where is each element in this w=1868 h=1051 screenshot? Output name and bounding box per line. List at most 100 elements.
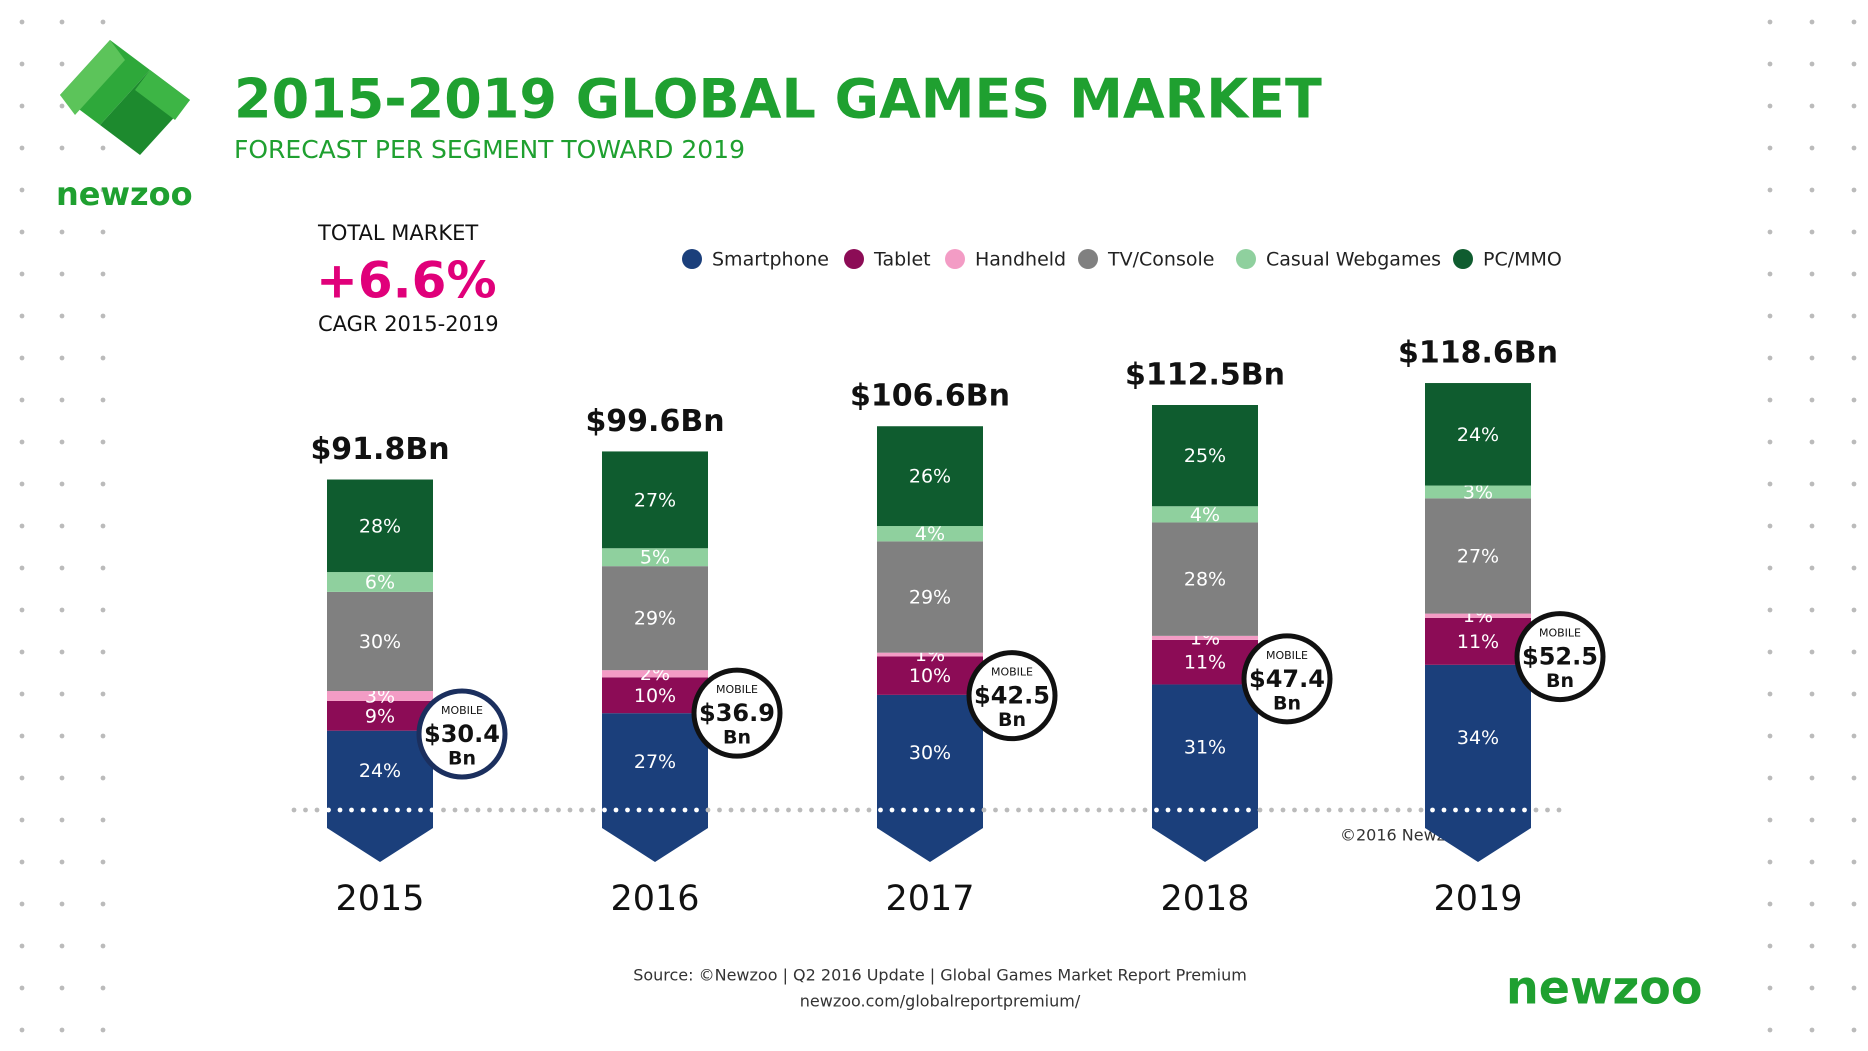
legend-swatch — [1236, 249, 1256, 269]
bg-dot — [100, 397, 106, 403]
bg-dot — [1851, 523, 1857, 529]
bar-segment — [602, 713, 708, 810]
baseline-dot — [1016, 807, 1021, 813]
baseline-dot — [1177, 807, 1182, 813]
bar-segment — [1425, 485, 1531, 499]
bg-dot — [59, 901, 65, 907]
segment-label: 29% — [909, 587, 951, 609]
bg-dot — [1851, 481, 1857, 487]
bg-dot — [59, 61, 65, 67]
bg-dot — [1809, 271, 1815, 277]
baseline-dot — [1027, 807, 1033, 813]
bg-dot — [1809, 61, 1815, 67]
bar-foot — [877, 810, 983, 862]
bg-dot — [59, 985, 65, 991]
bg-dot — [59, 523, 65, 529]
bar-segment — [1152, 522, 1258, 636]
bg-dot — [1809, 859, 1815, 865]
baseline-dot — [809, 807, 814, 813]
baseline-dot — [1315, 807, 1320, 813]
baseline-dot — [314, 807, 320, 813]
mobile-value: $47.4 — [1249, 665, 1325, 693]
bg-dot — [59, 397, 65, 403]
baseline-dot — [579, 807, 584, 813]
baseline-dot — [360, 807, 366, 813]
baseline-dot — [1188, 807, 1194, 813]
baseline-dot — [1395, 807, 1401, 813]
bg-dot — [1809, 607, 1815, 613]
bar-segment — [1152, 639, 1258, 685]
bg-dot — [59, 103, 65, 109]
bg-dot — [100, 313, 106, 319]
bg-dot — [100, 1027, 106, 1033]
bar-segment — [602, 670, 708, 678]
segment-label: 30% — [909, 742, 951, 764]
baseline-dot — [498, 807, 504, 813]
bg-dot — [1767, 733, 1773, 739]
baseline-dot — [1234, 807, 1240, 813]
bg-dot — [1809, 775, 1815, 781]
bar-segment — [327, 691, 433, 701]
baseline-dot — [774, 807, 780, 813]
bg-dot — [1809, 943, 1815, 949]
bg-dot — [59, 313, 65, 319]
baseline-dot — [1096, 807, 1102, 813]
baseline-dot — [1131, 807, 1136, 813]
baseline-dot — [671, 807, 676, 813]
segment-label: 31% — [1184, 737, 1226, 759]
bg-dot — [1767, 61, 1773, 67]
bg-dot — [1809, 19, 1815, 25]
bg-dot — [1767, 103, 1773, 109]
segment-label: 29% — [634, 608, 676, 630]
segment-label: 10% — [634, 685, 676, 707]
bg-dot — [1851, 355, 1857, 361]
chart-subtitle: FORECAST PER SEGMENT TOWARD 2019 — [234, 135, 745, 164]
bg-dot — [1809, 397, 1815, 403]
baseline-dot — [912, 807, 918, 813]
segment-label: 5% — [640, 547, 670, 569]
bg-dot — [1767, 607, 1773, 613]
bg-dot — [59, 565, 65, 571]
bg-dot — [19, 145, 25, 151]
bg-dot — [1809, 103, 1815, 109]
legend-label: Smartphone — [712, 249, 829, 271]
bg-dot — [1809, 649, 1815, 655]
bg-dot — [1767, 355, 1773, 361]
segment-label: 11% — [1184, 652, 1226, 674]
baseline-dot — [901, 807, 906, 813]
total-label: $99.6Bn — [585, 404, 724, 439]
baseline-dot — [1510, 807, 1516, 813]
bar-foot — [1152, 810, 1258, 862]
background-dots — [19, 19, 1857, 1033]
bg-dot — [1809, 355, 1815, 361]
bg-dot — [19, 229, 25, 235]
baseline-dot — [1487, 807, 1493, 813]
bg-dot — [59, 355, 65, 361]
bg-dot — [1767, 187, 1773, 193]
bg-dot — [19, 1027, 25, 1033]
bg-dot — [100, 187, 106, 193]
bg-dot — [1767, 439, 1773, 445]
baseline-dot — [487, 807, 492, 813]
baseline-dot — [1108, 807, 1113, 813]
mobile-unit: Bn — [448, 748, 476, 770]
bg-dot — [100, 985, 106, 991]
segment-label: 27% — [634, 751, 676, 773]
bar-segment — [877, 694, 983, 810]
baseline-dot — [303, 807, 308, 813]
bg-dot — [19, 859, 25, 865]
legend-swatch — [682, 249, 702, 269]
baseline-dot — [1338, 807, 1343, 813]
bg-dot — [1767, 565, 1773, 571]
bar-foot — [1425, 810, 1531, 862]
bg-dot — [1851, 145, 1857, 151]
bar-segment — [1152, 405, 1258, 507]
mobile-value: $30.4 — [424, 720, 500, 748]
legend-label: Handheld — [975, 249, 1066, 271]
legend-label: Casual Webgames — [1266, 249, 1441, 271]
mobile-value: $36.9 — [699, 699, 775, 727]
bg-dot — [19, 271, 25, 277]
segment-label: 4% — [1190, 504, 1220, 526]
baseline-dot — [1464, 807, 1470, 813]
bg-dot — [1851, 229, 1857, 235]
